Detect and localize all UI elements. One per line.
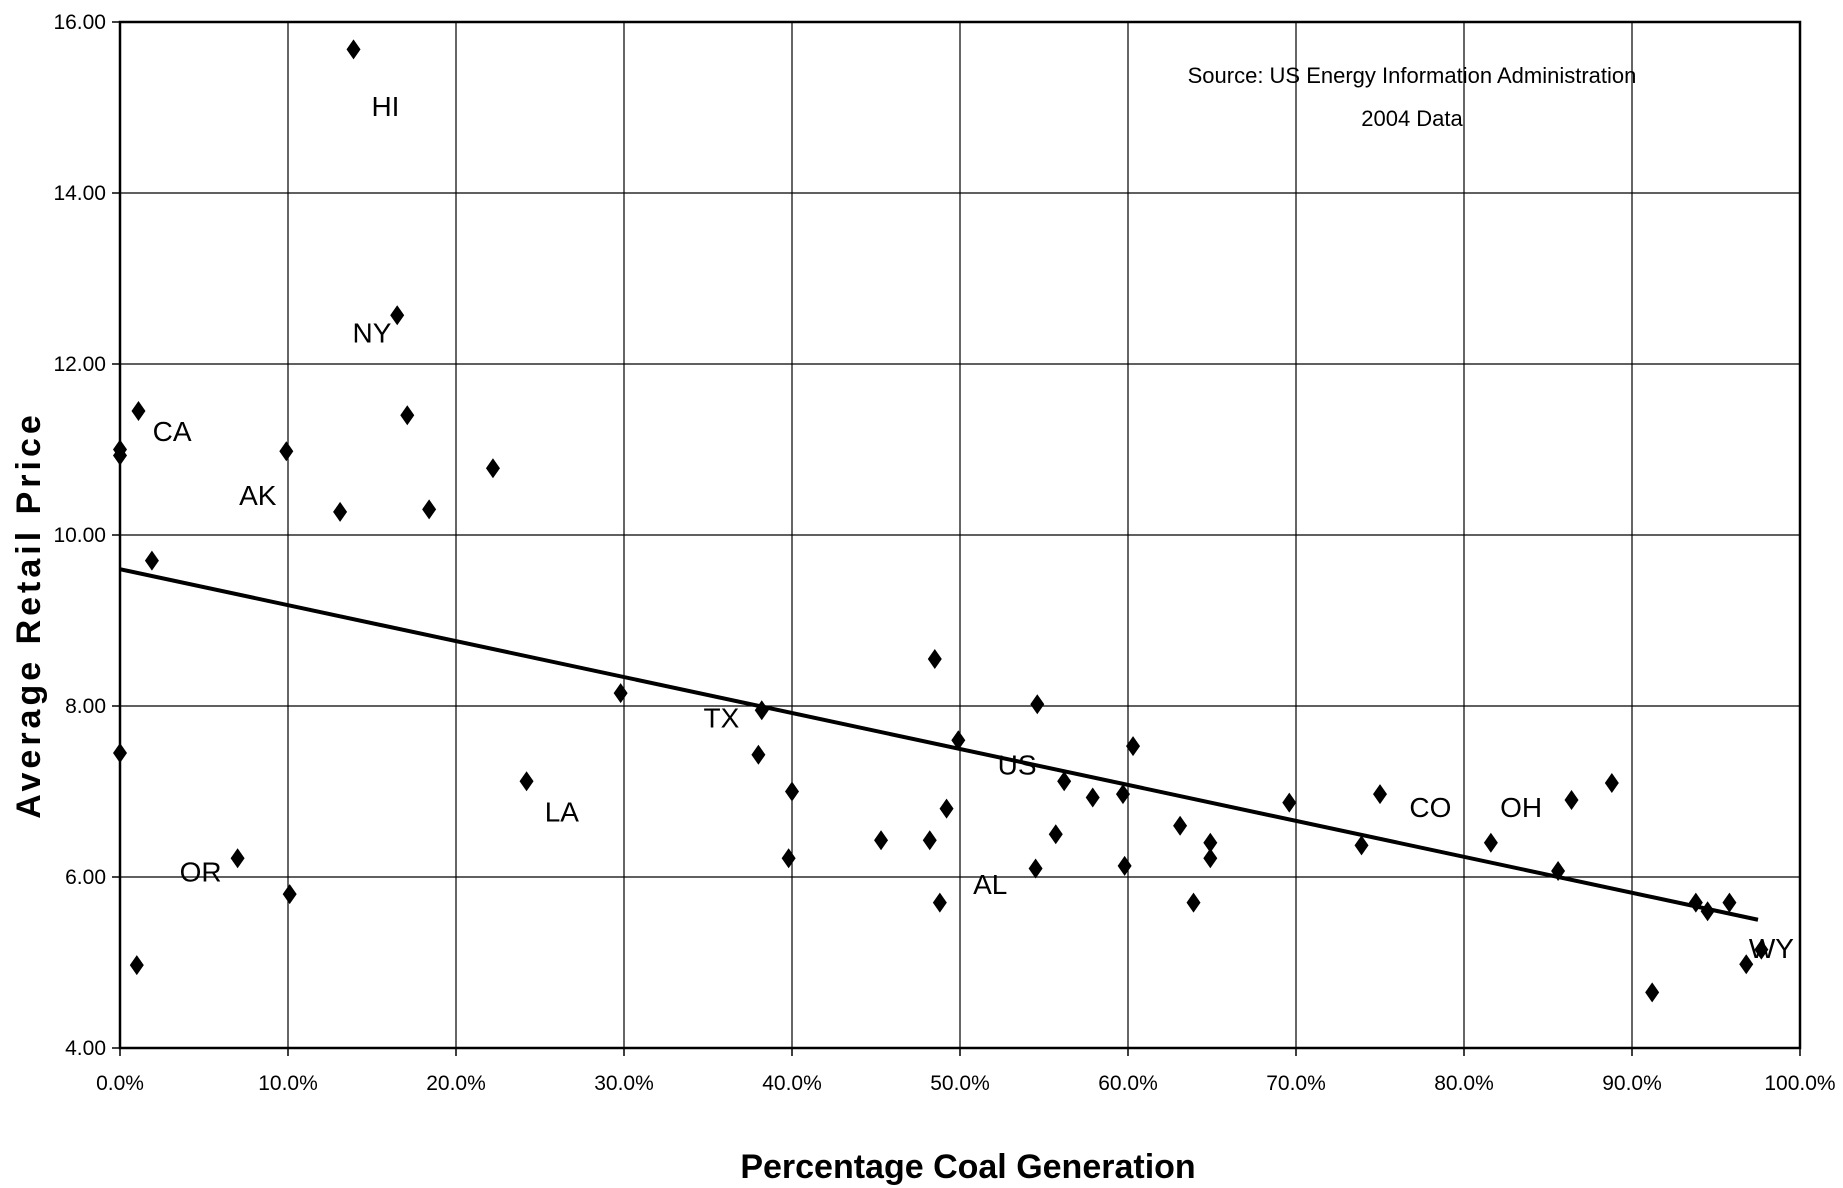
y-tick-label: 6.00 [65, 866, 106, 889]
state-label-oh: OH [1500, 792, 1542, 823]
y-axis-ticks: 4.00 6.00 8.00 10.00 12.00 14.00 16.00 [53, 11, 120, 1060]
data-point [1373, 784, 1387, 805]
data-point [346, 39, 361, 60]
trendline [119, 567, 1759, 922]
data-point [1722, 892, 1737, 913]
x-tick-label: 30.0% [594, 1072, 654, 1095]
state-label-hi: HI [371, 91, 399, 122]
data-point [1203, 832, 1218, 853]
data-point [1173, 815, 1188, 836]
data-points [113, 39, 1769, 1003]
data-point [754, 700, 769, 721]
data-point [129, 955, 144, 976]
data-point [1645, 982, 1660, 1003]
state-label-ak: AK [239, 480, 277, 511]
y-tick-label: 4.00 [65, 1037, 106, 1060]
state-label-la: LA [545, 796, 580, 827]
data-point [1354, 835, 1369, 856]
y-tick-label: 12.00 [53, 353, 106, 376]
x-tick-label: 50.0% [930, 1072, 990, 1095]
data-point [1085, 787, 1100, 808]
y-tick-label: 16.00 [53, 11, 106, 34]
data-point [1115, 784, 1130, 805]
x-tick-label: 90.0% [1602, 1072, 1662, 1095]
data-point [279, 441, 294, 462]
x-tick-label: 20.0% [426, 1072, 486, 1095]
data-point [874, 830, 889, 851]
state-label-us: US [998, 749, 1037, 780]
data-point [113, 743, 127, 764]
data-point [781, 848, 796, 869]
data-point [751, 744, 766, 765]
data-point [390, 305, 405, 326]
state-label-co: CO [1409, 792, 1451, 823]
data-point [1564, 790, 1579, 811]
x-axis-title: Percentage Coal Generation [740, 1148, 1195, 1186]
source-annotation: Source: US Energy Information Administra… [1188, 63, 1637, 88]
data-point [1048, 824, 1063, 845]
x-tick-label: 40.0% [762, 1072, 822, 1095]
data-point [1028, 858, 1043, 879]
x-tick-label: 100.0% [1764, 1072, 1835, 1095]
y-axis-title: Average Retail Price [10, 411, 48, 819]
data-point [230, 848, 245, 869]
data-point [1688, 892, 1703, 913]
x-tick-label: 70.0% [1266, 1072, 1326, 1095]
data-point [1604, 772, 1619, 793]
data-point [1126, 736, 1141, 757]
x-tick-label: 10.0% [258, 1072, 318, 1095]
data-point [1551, 861, 1566, 882]
state-labels: HI NY CA AK OR LA TX US AL CO OH WY [153, 91, 1795, 964]
data-point [1282, 792, 1297, 813]
data-point [113, 445, 127, 466]
state-label-wy: WY [1749, 933, 1794, 964]
state-label-al: AL [973, 869, 1007, 900]
x-tick-label: 60.0% [1098, 1072, 1158, 1095]
data-point [927, 648, 942, 669]
data-point [333, 501, 348, 522]
data-point [1117, 855, 1132, 876]
data-point [1754, 939, 1769, 960]
x-tick-label: 80.0% [1434, 1072, 1494, 1095]
state-label-ca: CA [153, 416, 192, 447]
data-point [519, 771, 534, 792]
data-point [1203, 848, 1218, 869]
data-point [951, 730, 966, 751]
state-label-or: OR [180, 856, 222, 887]
data-point [485, 458, 500, 479]
x-tick-label: 0.0% [96, 1072, 144, 1095]
x-axis-ticks: 0.0% 10.0% 20.0% 30.0% 40.0% 50.0% 60.0% 70.0% 8… [96, 1048, 1836, 1095]
gridlines [119, 21, 1801, 1049]
state-label-tx: TX [704, 702, 740, 733]
data-point [400, 405, 415, 426]
data-point [282, 884, 297, 905]
data-point [1186, 892, 1201, 913]
state-label-ny: NY [353, 318, 392, 349]
data-point [1030, 694, 1045, 715]
trendline-layer [119, 567, 1759, 922]
data-point [922, 830, 937, 851]
data-point [144, 550, 159, 571]
data-point [1057, 771, 1072, 792]
data-point [131, 401, 146, 422]
data-point [939, 798, 954, 819]
data-point [932, 892, 947, 913]
y-tick-label: 14.00 [53, 182, 106, 205]
y-tick-label: 10.00 [53, 524, 106, 547]
year-annotation: 2004 Data [1361, 106, 1463, 131]
y-tick-label: 8.00 [65, 695, 106, 718]
data-point [613, 683, 628, 704]
data-point [785, 781, 799, 802]
data-point [1700, 901, 1715, 922]
data-point [1483, 832, 1498, 853]
data-point [422, 499, 437, 520]
data-point [1739, 954, 1754, 975]
